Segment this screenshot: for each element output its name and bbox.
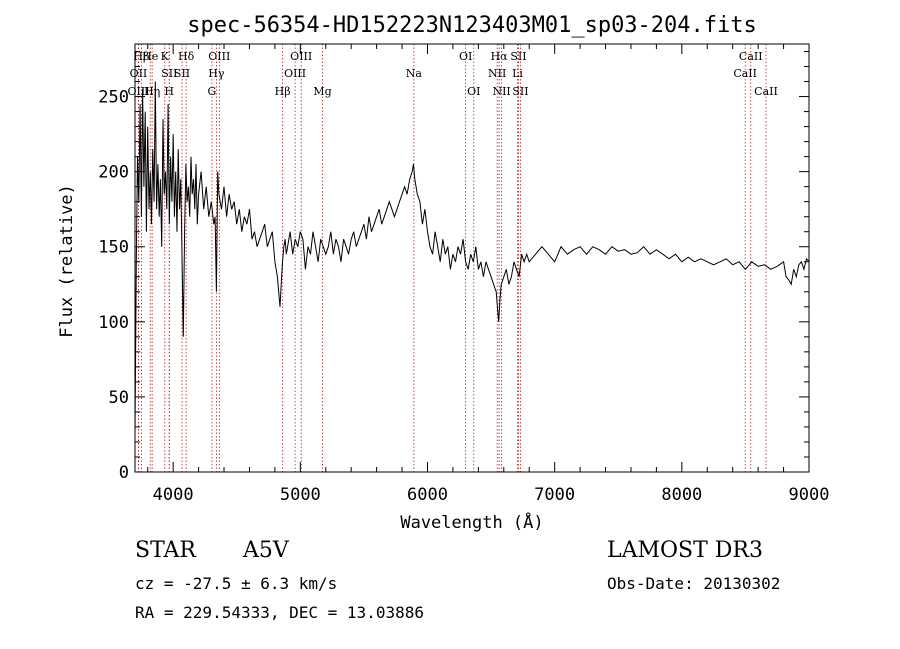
- line-marker-label: OI: [467, 85, 480, 98]
- x-tick-label: 6000: [407, 485, 448, 505]
- y-tick-label: 150: [98, 238, 129, 258]
- spectrum-line: [134, 81, 810, 435]
- line-marker-label: SII: [174, 67, 190, 80]
- line-marker-label: Na: [406, 67, 423, 80]
- x-axis-label: Wavelength (Å): [400, 511, 543, 533]
- object-class: STAR: [135, 538, 196, 563]
- chart-title: spec-56354-HD152223N123403M01_sp03-204.f…: [187, 13, 757, 38]
- line-marker-label: NII: [492, 85, 510, 98]
- line-marker-label: OI: [459, 50, 472, 63]
- y-tick-label: 250: [98, 88, 129, 108]
- line-marker-label: Hγ: [208, 67, 225, 80]
- line-marker-label: CaII: [733, 67, 757, 80]
- line-marker-label: Hη: [144, 85, 160, 98]
- object-subclass: A5V: [243, 538, 289, 563]
- y-tick-label: 0: [119, 463, 129, 483]
- line-marker-label: He: [142, 50, 158, 63]
- observation-date: Obs-Date: 20130302: [607, 574, 781, 593]
- x-tick-label: 7000: [534, 485, 575, 505]
- line-marker-label: Hα: [491, 50, 509, 63]
- line-marker-label: OIII: [284, 67, 306, 80]
- survey-name: LAMOST DR3: [607, 538, 763, 563]
- line-marker-label: Hβ: [133, 50, 149, 63]
- line-marker-label: CaII: [754, 85, 778, 98]
- line-marker-label: Li: [512, 67, 523, 80]
- x-tick-label: 5000: [280, 485, 321, 505]
- line-marker-label: NII: [488, 67, 506, 80]
- y-tick-label: 100: [98, 313, 129, 333]
- coordinates: RA = 229.54333, DEC = 13.03886: [135, 603, 424, 622]
- line-marker-label: SII: [510, 50, 526, 63]
- axes-frame: [134, 43, 810, 473]
- line-marker-label: G: [208, 85, 217, 98]
- line-marker-label: Hδ: [178, 50, 195, 63]
- x-tick-label: 4000: [153, 485, 194, 505]
- line-marker-label: OIII: [290, 50, 312, 63]
- x-axis-ticks: 4000 5000 6000 7000 8000 9000: [147, 44, 830, 505]
- line-marker-label: K: [161, 50, 170, 63]
- line-marker-label: Hβ: [275, 85, 291, 98]
- y-axis-ticks: 0 50 100 150 200 250: [98, 51, 809, 483]
- y-axis-label: Flux (relative): [57, 184, 77, 338]
- redshift-cz: cz = -27.5 ± 6.3 km/s: [135, 574, 338, 593]
- x-tick-label: 8000: [661, 485, 702, 505]
- line-marker-label: SII: [512, 85, 528, 98]
- y-tick-label: 50: [109, 388, 129, 408]
- line-marker-label: CaII: [739, 50, 763, 63]
- line-marker-label: OIII: [208, 50, 230, 63]
- line-marker-label: H: [164, 85, 174, 98]
- line-marker-label: Mg: [313, 85, 331, 98]
- line-marker-label: OIII: [128, 85, 150, 98]
- x-tick-label: 9000: [789, 485, 830, 505]
- y-tick-label: 200: [98, 163, 129, 183]
